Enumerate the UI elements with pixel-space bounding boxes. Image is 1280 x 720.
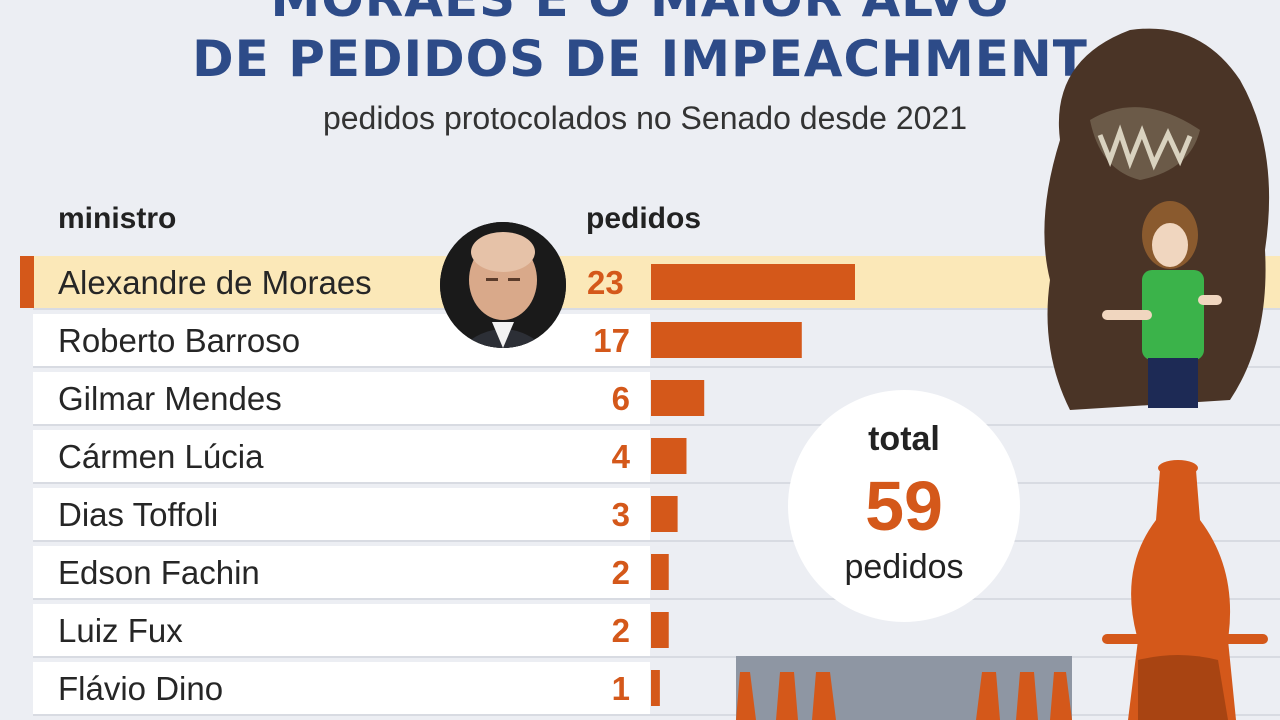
bar bbox=[651, 322, 802, 358]
minister-name: Luiz Fux bbox=[58, 612, 183, 649]
bar bbox=[651, 670, 660, 706]
minister-name: Roberto Barroso bbox=[58, 322, 301, 359]
request-count: 17 bbox=[593, 322, 630, 359]
table-row: Gilmar Mendes 6 bbox=[33, 372, 650, 426]
subtitle: pedidos protocolados no Senado desde 202… bbox=[322, 100, 968, 136]
bar bbox=[651, 264, 855, 300]
request-count: 3 bbox=[611, 496, 630, 533]
table-row: Edson Fachin 2 bbox=[33, 546, 650, 600]
total-value: 59 bbox=[865, 467, 943, 545]
bar bbox=[651, 612, 669, 648]
creature-illustration bbox=[1044, 28, 1270, 410]
column-header-ministro: ministro bbox=[58, 202, 177, 235]
title-line-2: DE PEDIDOS DE IMPEACHMENT bbox=[192, 30, 1088, 88]
minister-name: Alexandre de Moraes bbox=[58, 264, 372, 301]
total-label: total bbox=[868, 420, 940, 458]
request-count: 1 bbox=[611, 670, 630, 707]
bar bbox=[651, 438, 687, 474]
minister-name: Edson Fachin bbox=[58, 554, 260, 591]
request-count: 23 bbox=[587, 264, 624, 301]
minister-name: Dias Toffoli bbox=[58, 496, 219, 533]
request-count: 4 bbox=[611, 438, 630, 475]
table-row: Cármen Lúcia 4 bbox=[33, 430, 650, 484]
bar bbox=[651, 554, 669, 590]
request-count: 2 bbox=[611, 554, 630, 591]
table-illustration bbox=[736, 656, 1072, 720]
request-count: 6 bbox=[611, 380, 630, 417]
table-row: Roberto Barroso 17 bbox=[33, 314, 650, 368]
bar bbox=[651, 380, 705, 416]
vase-figure-illustration bbox=[1102, 460, 1268, 720]
table-row: Dias Toffoli 3 bbox=[33, 488, 650, 542]
minister-name: Gilmar Mendes bbox=[58, 380, 282, 417]
minister-name: Flávio Dino bbox=[58, 670, 224, 707]
table-row: Luiz Fux 2 bbox=[33, 604, 650, 658]
column-header-pedidos: pedidos bbox=[586, 202, 702, 235]
bar bbox=[651, 496, 678, 532]
table-row: Flávio Dino 1 bbox=[33, 662, 650, 716]
total-badge: total 59 pedidos bbox=[788, 390, 1020, 622]
title-line-1: MORAES É O MAIOR ALVO bbox=[0, 0, 1280, 28]
minister-name: Cármen Lúcia bbox=[58, 438, 264, 475]
highlight-marker bbox=[20, 256, 34, 308]
request-count: 2 bbox=[611, 612, 630, 649]
total-unit: pedidos bbox=[844, 548, 964, 586]
avatar bbox=[440, 222, 566, 348]
